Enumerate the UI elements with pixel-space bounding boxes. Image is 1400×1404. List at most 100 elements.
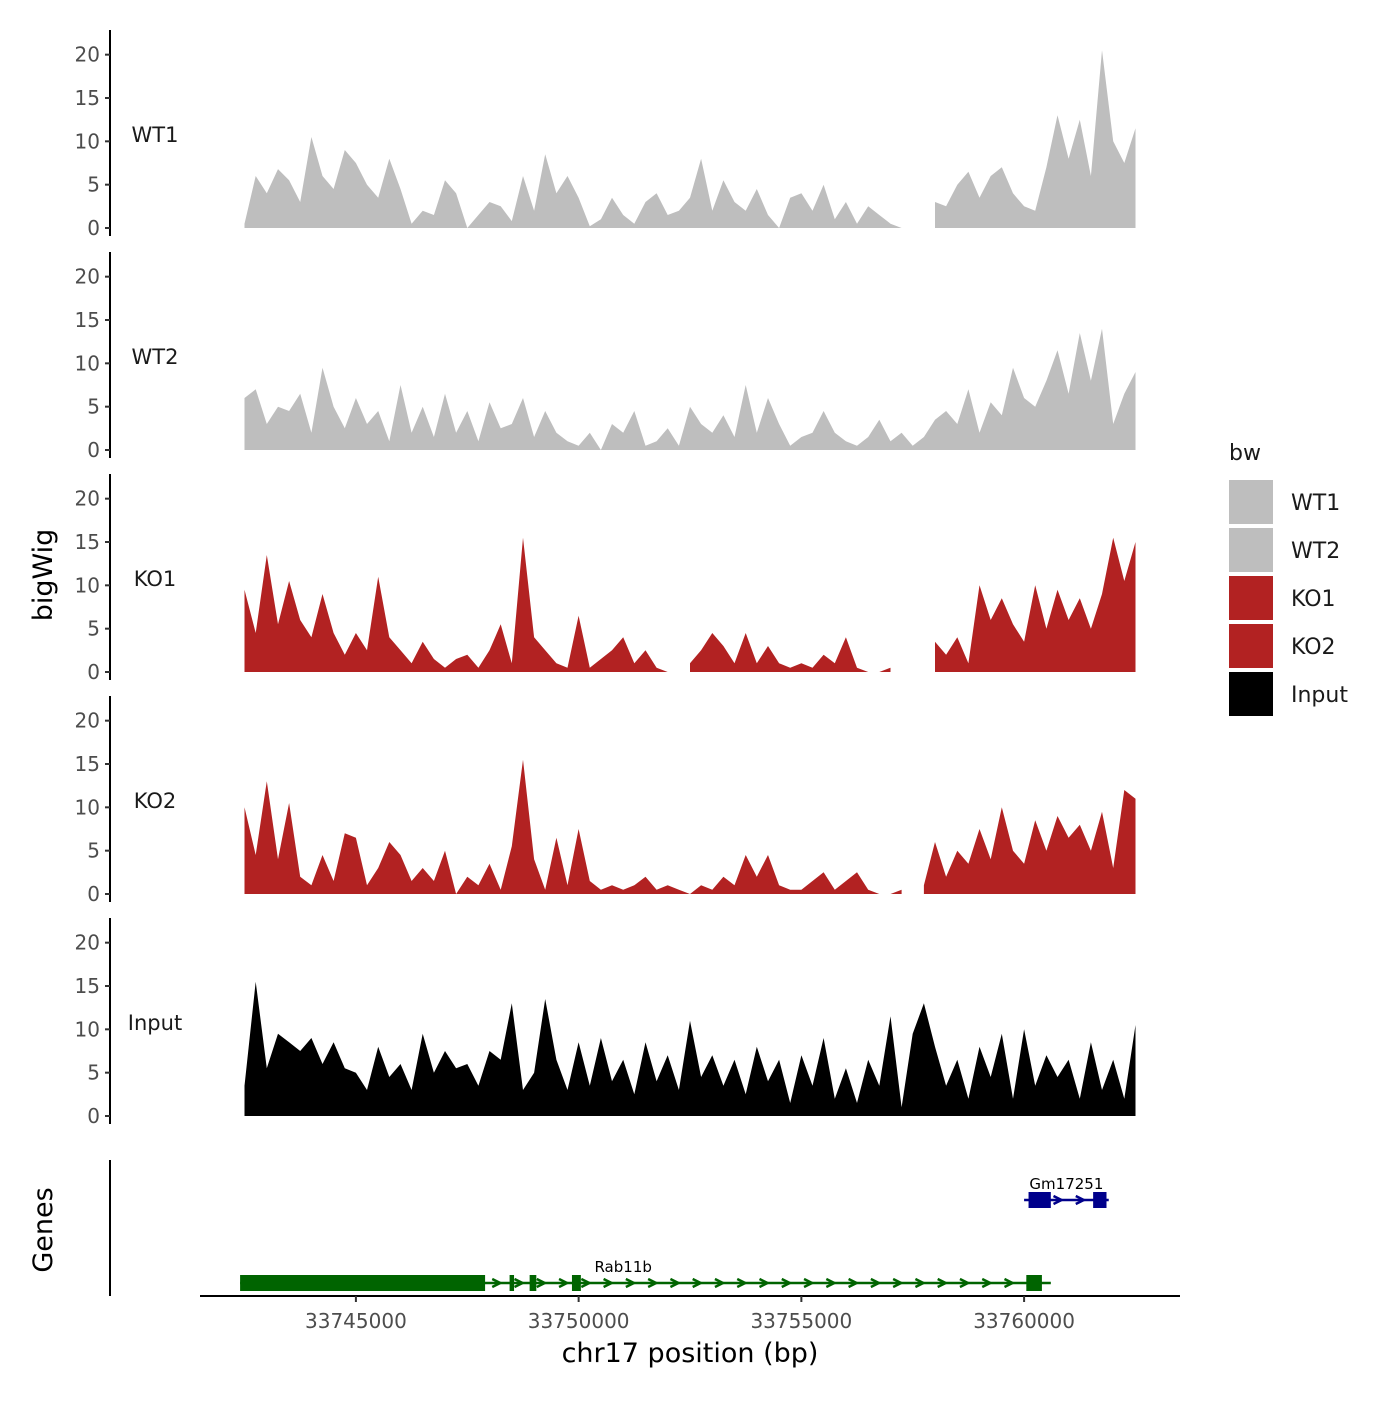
- strand-arrow: [1003, 1277, 1016, 1289]
- strand-arrow: [758, 1277, 771, 1289]
- track-area-ko1: [244, 537, 1136, 672]
- y-tick-label: 5: [87, 1061, 100, 1085]
- y-tick-label: 10: [75, 129, 100, 153]
- gene-gm17251: Gm17251: [1024, 1175, 1109, 1208]
- legend-key-input: [1229, 672, 1273, 716]
- track-area-wt2: [244, 328, 1136, 450]
- y-tick-label: 15: [75, 86, 100, 110]
- y-tick-label: 15: [75, 530, 100, 554]
- strand-arrow: [669, 1277, 682, 1289]
- strand-arrow: [1052, 1194, 1065, 1206]
- track-area-wt1: [244, 50, 1136, 228]
- y-tick-label: 20: [75, 709, 100, 733]
- strand-arrow: [892, 1277, 904, 1289]
- exon: [529, 1275, 537, 1291]
- x-axis: 33745000 33750000 33755000 33760000: [200, 1295, 1180, 1333]
- y-tick-label: 15: [75, 752, 100, 776]
- legend-key-wt2: [1229, 528, 1273, 572]
- exon: [1026, 1275, 1042, 1291]
- y-tick-label: 5: [87, 617, 100, 641]
- y-tick-label: 15: [75, 308, 100, 332]
- strand-arrow: [603, 1277, 615, 1289]
- strand-arrow: [625, 1277, 637, 1289]
- y-tick-label: 20: [75, 931, 100, 955]
- y-tick-label: 5: [87, 173, 100, 197]
- y-tick-label: 0: [87, 438, 100, 462]
- strand-arrow: [647, 1277, 659, 1289]
- legend: bw WT1 WT2 KO1 KO2 Input: [1229, 441, 1348, 716]
- strand-arrow: [491, 1277, 504, 1289]
- genes-axis-title: Genes: [28, 1187, 59, 1272]
- track-label: Input: [128, 1011, 182, 1035]
- track-ko2: 0 5 10 15 20 KO2: [75, 696, 1136, 906]
- gene-label: Rab11b: [594, 1258, 651, 1276]
- track-input: 0 5 10 15 20 Input: [75, 918, 1136, 1128]
- strand-arrow: [914, 1277, 927, 1289]
- exon: [240, 1275, 486, 1291]
- track-label: WT1: [132, 123, 179, 147]
- strand-arrow: [513, 1277, 526, 1289]
- legend-key-ko2: [1229, 624, 1273, 668]
- strand-arrow: [825, 1277, 838, 1289]
- y-tick-label: 0: [87, 216, 100, 240]
- y-tick-label: 0: [87, 1104, 100, 1128]
- exon: [509, 1275, 515, 1291]
- legend-label-ko2: KO2: [1291, 635, 1336, 660]
- x-tick-label: 33750000: [528, 1309, 630, 1333]
- legend-key-wt1: [1229, 480, 1273, 524]
- y-tick-label: 10: [75, 795, 100, 819]
- strand-arrow: [937, 1277, 949, 1289]
- strand-arrow: [714, 1277, 726, 1289]
- y-tick-label: 15: [75, 974, 100, 998]
- track-area-ko2: [244, 759, 1136, 894]
- x-tick-label: 33760000: [973, 1309, 1075, 1333]
- y-tick-label: 0: [87, 882, 100, 906]
- track-ko1: 0 5 10 15 20 KO1: [75, 474, 1136, 684]
- track-wt2: 0 5 10 15 20 WT2: [75, 252, 1136, 462]
- bigwig-tracks: 0 5 10 15 20 WT1 0 5 10 15 20 WT2 0 5 10 15 20 KO1 0 5 10 15 2…: [75, 30, 1136, 1128]
- strand-arrow: [870, 1277, 882, 1289]
- legend-label-wt2: WT2: [1291, 539, 1340, 564]
- x-tick-label: 33745000: [305, 1309, 407, 1333]
- y-tick-label: 10: [75, 351, 100, 375]
- x-axis-title: chr17 position (bp): [562, 1338, 819, 1369]
- strand-arrow: [736, 1277, 749, 1289]
- y-tick-label: 0: [87, 660, 100, 684]
- strand-arrow: [580, 1277, 593, 1289]
- exon: [571, 1275, 581, 1291]
- strand-arrow: [1075, 1194, 1087, 1206]
- y-tick-label: 5: [87, 395, 100, 419]
- track-area-input: [244, 981, 1136, 1116]
- y-tick-label: 20: [75, 265, 100, 289]
- y-tick-label: 20: [75, 43, 100, 67]
- y-tick-label: 20: [75, 487, 100, 511]
- strand-arrow: [558, 1277, 570, 1289]
- y-axis-title: bigWig: [28, 529, 59, 622]
- strand-arrow: [981, 1277, 994, 1289]
- x-tick-label: 33755000: [750, 1309, 852, 1333]
- gene-rab11b: Rab11b: [240, 1258, 1051, 1291]
- legend-label-ko1: KO1: [1291, 587, 1336, 612]
- legend-label-wt1: WT1: [1291, 491, 1340, 516]
- strand-arrow: [692, 1277, 704, 1289]
- strand-arrow: [848, 1277, 860, 1289]
- gene-label: Gm17251: [1029, 1175, 1103, 1193]
- strand-arrow: [959, 1277, 971, 1289]
- y-tick-label: 10: [75, 1017, 100, 1041]
- legend-title: bw: [1229, 441, 1261, 466]
- track-label: WT2: [132, 345, 179, 369]
- genes-track: Rab11b Gm17251: [109, 1160, 1109, 1296]
- legend-key-ko1: [1229, 576, 1273, 620]
- strand-arrow: [803, 1277, 815, 1289]
- y-tick-label: 5: [87, 839, 100, 863]
- y-tick-label: 10: [75, 573, 100, 597]
- legend-label-input: Input: [1291, 683, 1348, 708]
- track-wt1: 0 5 10 15 20 WT1: [75, 30, 1136, 240]
- strand-arrow: [781, 1277, 793, 1289]
- track-label: KO2: [134, 789, 177, 813]
- track-label: KO1: [134, 567, 177, 591]
- exon: [1028, 1192, 1051, 1208]
- exon: [1093, 1192, 1107, 1208]
